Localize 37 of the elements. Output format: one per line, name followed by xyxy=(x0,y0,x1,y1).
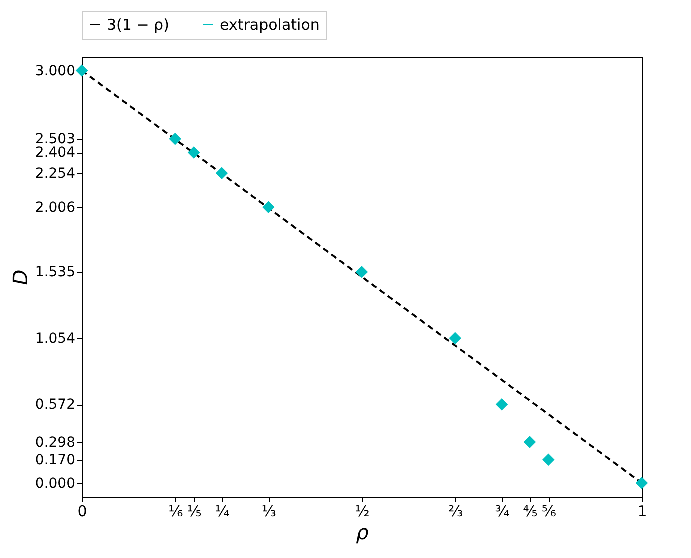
x-tick-label: ⅓ xyxy=(262,502,276,520)
x-tick-label: ¾ xyxy=(495,502,510,520)
point xyxy=(636,477,648,490)
point xyxy=(76,64,88,77)
y-tick-label: 1.054 xyxy=(35,330,76,347)
point xyxy=(356,266,368,278)
point xyxy=(496,398,508,411)
point xyxy=(524,436,536,448)
y-tick-label: 1.535 xyxy=(35,264,76,281)
x-tick-label: ⅙ xyxy=(168,502,184,520)
y-tick-label: 0.298 xyxy=(35,434,76,451)
y-tick-label: 0.000 xyxy=(35,476,76,492)
x-axis-title: ρ xyxy=(356,520,370,544)
x-tick-label: ⅔ xyxy=(448,502,464,520)
y-axis-title: D xyxy=(8,270,32,286)
point xyxy=(188,146,200,159)
point xyxy=(449,332,462,344)
legend-label: extrapolation xyxy=(220,16,320,34)
legend-label: 3(1 − ρ) xyxy=(107,16,170,34)
y-tick-label: 0.170 xyxy=(35,452,76,468)
x-tick-label: ⅚ xyxy=(542,502,557,520)
x-tick-label: ⅕ xyxy=(187,502,202,520)
point xyxy=(262,201,275,214)
point xyxy=(542,454,555,466)
y-tick-label: 2.006 xyxy=(35,200,76,216)
x-tick-label: ⅘ xyxy=(523,502,538,520)
y-tick-label: 2.254 xyxy=(35,166,76,182)
point xyxy=(216,167,228,180)
y-tick-label: 2.404 xyxy=(35,145,76,162)
y-tick-label: 3.000 xyxy=(35,63,76,80)
point xyxy=(169,132,182,146)
x-tick-label: 0 xyxy=(78,502,88,520)
y-tick-label: 0.572 xyxy=(35,397,76,414)
y-tick-label: 2.503 xyxy=(35,132,76,148)
x-tick-label: ½ xyxy=(355,502,370,520)
x-tick-label: 1 xyxy=(638,502,648,520)
x-tick-label: ¼ xyxy=(215,502,230,520)
